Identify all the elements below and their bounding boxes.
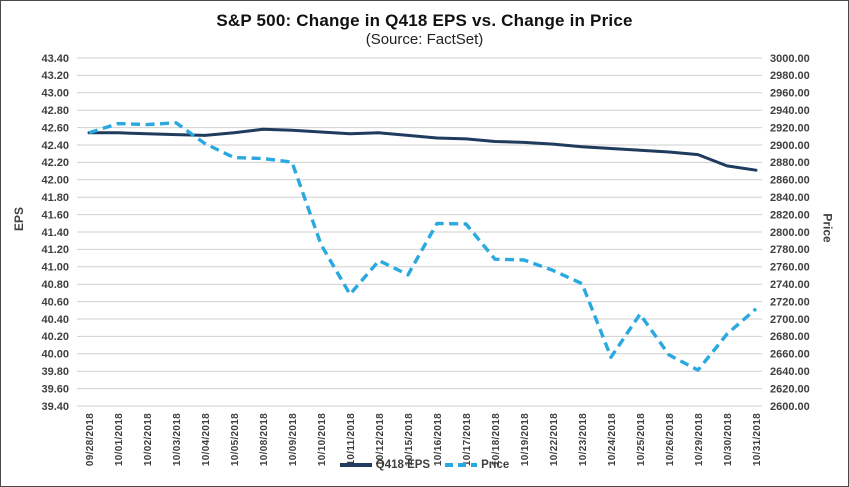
y-axis-tick-label-right: 2620.00 bbox=[770, 383, 810, 395]
x-axis-date-label: 10/25/2018 bbox=[636, 413, 647, 466]
eps-line-sample bbox=[339, 463, 372, 467]
y-axis-tick-label-left: 41.00 bbox=[41, 262, 69, 274]
y-axis-tick-label-left: 39.60 bbox=[41, 383, 69, 395]
y-axis-tick-label-right: 2840.00 bbox=[770, 192, 810, 204]
y-axis-tick-label-left: 39.80 bbox=[41, 366, 69, 378]
y-axis-tick-label-left: 40.00 bbox=[41, 349, 69, 361]
x-axis-date-label: 10/19/2018 bbox=[520, 413, 531, 466]
x-axis-date-label: 10/02/2018 bbox=[143, 413, 154, 466]
y-axis-tick-label-right: 2640.00 bbox=[770, 366, 810, 378]
y-axis-tick-label-right: 2980.00 bbox=[770, 70, 810, 82]
legend: Q418 EPS Price bbox=[1, 459, 848, 471]
x-axis-date-label: 10/01/2018 bbox=[114, 413, 125, 466]
y-axis-tick-label-right: 2720.00 bbox=[770, 296, 810, 308]
y-axis-tick-label-right: 2660.00 bbox=[770, 349, 810, 361]
y-axis-tick-label-left: 42.20 bbox=[41, 157, 69, 169]
y-axis-tick-label-left: 40.40 bbox=[41, 314, 69, 326]
y-axis-tick-label-left: 40.60 bbox=[41, 296, 69, 308]
y-axis-title-eps: EPS bbox=[12, 206, 27, 232]
x-axis-date-label: 10/17/2018 bbox=[462, 413, 473, 466]
y-axis-tick-label-right: 2860.00 bbox=[770, 175, 810, 187]
x-axis-date-label: 10/12/2018 bbox=[375, 413, 386, 466]
y-axis-tick-label-left: 43.40 bbox=[41, 53, 69, 65]
y-axis-tick-label-right: 2800.00 bbox=[770, 227, 810, 239]
y-axis-tick-label-right: 2780.00 bbox=[770, 244, 810, 256]
x-axis-date-label: 10/08/2018 bbox=[259, 413, 270, 466]
y-axis-tick-label-right: 2960.00 bbox=[770, 88, 810, 100]
x-axis-date-label: 10/24/2018 bbox=[607, 413, 618, 466]
price-line-sample bbox=[445, 463, 478, 467]
y-axis-tick-label-left: 43.20 bbox=[41, 70, 69, 82]
x-axis-date-label: 10/15/2018 bbox=[404, 413, 415, 466]
y-axis-tick-label-right: 2740.00 bbox=[770, 279, 810, 291]
x-axis-date-label: 10/23/2018 bbox=[578, 413, 589, 466]
y-axis-tick-label-right: 2880.00 bbox=[770, 157, 810, 169]
legend-item-eps: Q418 EPS bbox=[339, 459, 431, 471]
x-axis-date-label: 10/11/2018 bbox=[346, 413, 357, 466]
y-axis-tick-label-left: 40.80 bbox=[41, 279, 69, 291]
y-axis-tick-label-left: 41.20 bbox=[41, 244, 69, 256]
y-axis-tick-label-right: 2900.00 bbox=[770, 140, 810, 152]
x-axis-date-label: 10/16/2018 bbox=[433, 413, 444, 466]
y-axis-title-price: Price bbox=[820, 213, 835, 243]
y-axis-tick-label-left: 41.40 bbox=[41, 227, 69, 239]
y-axis-tick-label-left: 39.40 bbox=[41, 401, 69, 413]
y-axis-tick-label-right: 2600.00 bbox=[770, 401, 810, 413]
q418-eps-line bbox=[87, 127, 758, 172]
x-axis-date-label: 10/10/2018 bbox=[317, 413, 328, 466]
y-axis-tick-label-left: 42.60 bbox=[41, 122, 69, 134]
y-axis-tick-label-right: 2700.00 bbox=[770, 314, 810, 326]
legend-label-eps: Q418 EPS bbox=[375, 459, 431, 471]
y-axis-tick-label-right: 2920.00 bbox=[770, 122, 810, 134]
price-line bbox=[88, 121, 758, 372]
y-axis-tick-label-right: 2680.00 bbox=[770, 331, 810, 343]
x-axis-date-label: 10/18/2018 bbox=[491, 413, 502, 466]
y-axis-tick-label-right: 2940.00 bbox=[770, 105, 810, 117]
y-axis-tick-label-right: 2820.00 bbox=[770, 209, 810, 221]
legend-item-price: Price bbox=[445, 459, 509, 471]
x-axis-date-label: 10/09/2018 bbox=[288, 413, 299, 466]
y-axis-tick-label-left: 42.40 bbox=[41, 140, 69, 152]
y-axis-tick-label-left: 41.60 bbox=[41, 209, 69, 221]
y-axis-tick-label-left: 41.80 bbox=[41, 192, 69, 204]
x-axis-date-label: 10/05/2018 bbox=[230, 413, 241, 466]
x-axis-date-label: 10/31/2018 bbox=[752, 413, 763, 466]
y-axis-tick-label-left: 42.00 bbox=[41, 175, 69, 187]
y-axis-tick-label-left: 43.00 bbox=[41, 88, 69, 100]
y-axis-tick-label-right: 3000.00 bbox=[770, 53, 810, 65]
x-axis-date-label: 10/29/2018 bbox=[694, 413, 705, 466]
legend-label-price: Price bbox=[481, 459, 510, 471]
x-axis-date-label: 10/22/2018 bbox=[549, 413, 560, 466]
y-axis-tick-label-right: 2760.00 bbox=[770, 262, 810, 274]
chart-title: S&P 500: Change in Q418 EPS vs. Change i… bbox=[216, 11, 633, 30]
x-axis-date-label: 10/26/2018 bbox=[665, 413, 676, 466]
chart-subtitle: (Source: FactSet) bbox=[365, 31, 484, 48]
x-axis-date-label: 10/30/2018 bbox=[723, 413, 734, 466]
x-axis-date-label: 09/28/2018 bbox=[85, 413, 96, 466]
y-axis-tick-label-left: 40.20 bbox=[41, 331, 69, 343]
x-axis-date-label: 10/03/2018 bbox=[172, 413, 183, 466]
y-axis-tick-label-left: 42.80 bbox=[41, 105, 69, 117]
x-axis-date-label: 10/04/2018 bbox=[201, 413, 212, 466]
